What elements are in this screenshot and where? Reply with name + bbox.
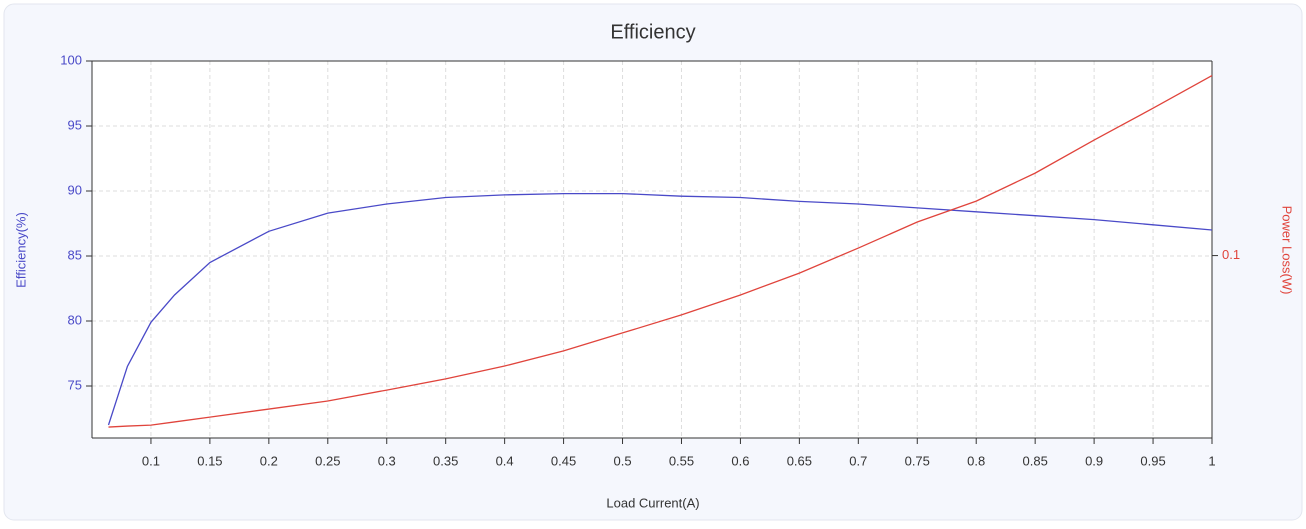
series-line [108,75,1213,428]
x-tick-label: 0.45 [551,453,576,468]
chart-title: Efficiency [610,21,695,43]
x-tick-label: 0.5 [613,453,631,468]
series-line [107,192,1213,426]
x-tick-label: 0.6 [731,453,749,468]
y-tick-label: 100 [60,52,82,67]
x-tick-label: 0.95 [1140,453,1165,468]
x-tick-label: 0.85 [1023,453,1048,468]
x-tick-label: 0.15 [197,453,222,468]
x-tick-label: 0.65 [787,453,812,468]
x-tick-label: 0.3 [378,453,396,468]
y-axis-label: Efficiency(%) [13,212,28,288]
x-tick-label: 0.25 [315,453,340,468]
x-tick-label: 0.35 [433,453,458,468]
x-tick-label: 0.9 [1085,453,1103,468]
x-tick-label: 0.8 [967,453,985,468]
x-tick-label: 0.4 [496,453,514,468]
y-tick-label: 85 [68,247,82,262]
x-tick-label: 0.55 [669,453,694,468]
x-tick-label: 0.2 [260,453,278,468]
x-tick-label: 1 [1208,453,1215,468]
y2-tick-label: 0.1 [1222,247,1240,262]
y2-axis-label: Power Loss(W) [1280,206,1295,295]
y-tick-label: 80 [68,312,82,327]
x-tick-label: 0.1 [142,453,160,468]
x-tick-label: 0.75 [905,453,930,468]
y-tick-label: 95 [68,117,82,132]
y-tick-label: 75 [68,377,82,392]
x-axis-label: Load Current(A) [606,495,699,510]
plot-area [92,61,1212,438]
x-tick-label: 0.7 [849,453,867,468]
y-tick-label: 90 [68,182,82,197]
